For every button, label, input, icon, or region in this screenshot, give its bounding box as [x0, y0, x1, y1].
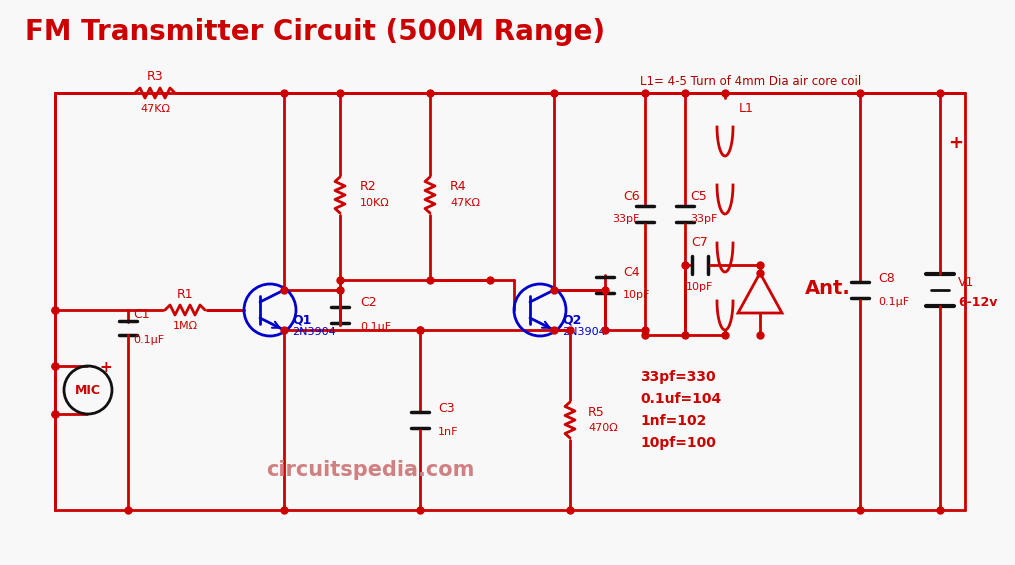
Text: Q1: Q1 [292, 314, 312, 327]
Text: 0.1μF: 0.1μF [878, 297, 909, 307]
Text: 470Ω: 470Ω [588, 423, 618, 433]
Text: R4: R4 [450, 180, 467, 193]
Text: Q2: Q2 [562, 314, 582, 327]
Text: FM Transmitter Circuit (500M Range): FM Transmitter Circuit (500M Range) [25, 18, 605, 46]
Text: 0.1μF: 0.1μF [360, 322, 391, 332]
Text: 33pF: 33pF [690, 214, 718, 224]
Text: C4: C4 [623, 267, 639, 280]
Text: C7: C7 [691, 237, 708, 250]
Text: 0.1uf=104: 0.1uf=104 [640, 392, 722, 406]
Text: 1MΩ: 1MΩ [173, 321, 198, 331]
Text: 47KΩ: 47KΩ [450, 198, 480, 208]
Text: C3: C3 [438, 402, 455, 415]
Text: 10pF: 10pF [686, 282, 714, 292]
Text: 1nf=102: 1nf=102 [640, 414, 706, 428]
Text: +: + [948, 134, 963, 152]
Text: Ant.: Ant. [805, 279, 851, 298]
Text: C6: C6 [623, 189, 640, 202]
Text: V1: V1 [958, 276, 974, 289]
Text: 6-12v: 6-12v [958, 295, 998, 308]
Text: R3: R3 [147, 71, 163, 84]
Text: 10pF: 10pF [623, 290, 651, 300]
Text: 1nF: 1nF [438, 427, 459, 437]
Text: L1: L1 [739, 102, 754, 115]
Text: C8: C8 [878, 272, 895, 285]
Text: C5: C5 [690, 189, 706, 202]
Text: 2N3904: 2N3904 [292, 327, 336, 337]
Text: R1: R1 [177, 288, 193, 301]
Text: R5: R5 [588, 406, 605, 419]
Text: C2: C2 [360, 297, 377, 310]
Text: 33pF: 33pF [613, 214, 640, 224]
Text: circuitspedia.com: circuitspedia.com [266, 460, 474, 480]
Text: 10pf=100: 10pf=100 [640, 436, 716, 450]
Text: MIC: MIC [75, 384, 102, 397]
Text: 0.1μF: 0.1μF [133, 335, 164, 345]
Text: +: + [99, 360, 113, 376]
Text: R2: R2 [360, 180, 377, 193]
Text: 2N3904: 2N3904 [562, 327, 606, 337]
Text: 33pf=330: 33pf=330 [640, 370, 716, 384]
Text: 47KΩ: 47KΩ [140, 104, 170, 114]
Text: L1= 4-5 Turn of 4mm Dia air core coil: L1= 4-5 Turn of 4mm Dia air core coil [640, 75, 862, 88]
Text: C1: C1 [133, 308, 149, 321]
Text: 10KΩ: 10KΩ [360, 198, 390, 208]
